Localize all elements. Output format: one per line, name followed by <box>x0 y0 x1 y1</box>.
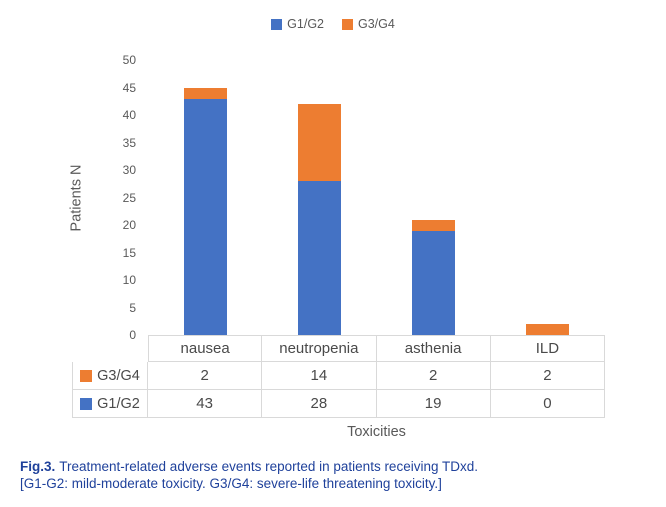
y-tick-label: 35 <box>122 135 136 150</box>
legend-label: G3/G4 <box>358 17 395 31</box>
y-axis-ticks: 0 5 10 15 20 25 30 35 40 45 50 <box>0 53 136 342</box>
bar-segment-g3-g4 <box>412 219 456 231</box>
legend-label: G1/G2 <box>287 17 324 31</box>
caption-line-1: Fig.3. Treatment-related adverse events r… <box>20 458 478 475</box>
caption-line-2: [G1-G2: mild-moderate toxicity. G3/G4: s… <box>20 476 442 491</box>
legend-swatch-icon <box>271 18 283 30</box>
chart-legend: G1/G2 G3/G4 <box>0 17 666 31</box>
bar-segment-g3-g4 <box>526 324 570 335</box>
table-value-cell: 0 <box>490 390 605 418</box>
data-table: nausea neutropenia asthenia ILD G3/G4 2 14 2 2 G1… <box>72 335 605 418</box>
legend-item-g3-g4: G3/G4 <box>342 17 395 31</box>
table-value-cell: 43 <box>148 390 263 418</box>
series-name: G1/G2 <box>97 395 140 412</box>
bar-segment-g3-g4 <box>183 87 227 99</box>
y-tick-label: 10 <box>122 273 136 287</box>
table-value-cell: 19 <box>376 390 491 418</box>
y-tick-label: 40 <box>122 108 136 122</box>
y-tick-label: 50 <box>122 53 136 67</box>
table-row-label: G1/G2 <box>72 390 148 418</box>
table-category-cell: ILD <box>490 335 605 362</box>
bar-segment-g1-g2 <box>412 230 456 335</box>
stacked-bar-asthenia <box>412 219 456 335</box>
table-category-cell: asthenia <box>376 335 491 362</box>
y-tick-label: 20 <box>122 218 136 232</box>
caption-text: Treatment-related adverse events reporte… <box>59 459 478 474</box>
table-value-cell: 14 <box>262 362 377 390</box>
figure-caption: Fig.3. Treatment-related adverse events r… <box>20 458 478 492</box>
y-tick-label: 5 <box>129 300 136 315</box>
x-axis-title: Toxicities <box>347 424 406 440</box>
bar-segment-g1-g2 <box>297 181 341 335</box>
stacked-bar-nausea <box>183 87 227 335</box>
series-name: G3/G4 <box>97 367 140 384</box>
table-category-cell: nausea <box>148 335 263 362</box>
y-tick-label: 45 <box>122 80 136 95</box>
y-tick-label: 25 <box>122 190 136 205</box>
y-tick-label: 15 <box>122 245 136 260</box>
series-swatch-icon <box>80 369 93 382</box>
table-value-cell: 2 <box>376 362 491 390</box>
table-corner-cell <box>72 335 148 362</box>
stacked-bar-neutropenia <box>297 104 341 335</box>
table-value-cell: 2 <box>148 362 263 390</box>
bar-segment-g3-g4 <box>297 104 341 181</box>
figure-number: Fig.3. <box>20 459 56 474</box>
legend-swatch-icon <box>342 18 353 30</box>
table-value-cell: 28 <box>262 390 377 418</box>
table-category-cell: neutropenia <box>262 335 377 362</box>
table-value-cell: 2 <box>490 362 605 390</box>
legend-item-g1-g2: G1/G2 <box>271 17 324 31</box>
y-tick-label: 0 <box>129 328 136 342</box>
y-tick-label: 30 <box>122 163 136 177</box>
bar-segment-g1-g2 <box>183 98 227 335</box>
series-swatch-icon <box>80 397 93 410</box>
stacked-bar-ild <box>526 324 570 335</box>
table-row-label: G3/G4 <box>72 362 148 390</box>
plot-area <box>148 60 605 335</box>
